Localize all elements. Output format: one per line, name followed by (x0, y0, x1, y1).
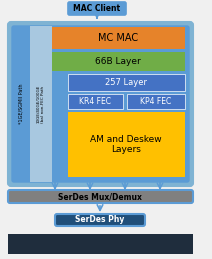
Text: 10GE/40GE/100GE
(ba) non-FEC Path: 10GE/40GE/100GE (ba) non-FEC Path (37, 85, 45, 123)
Text: SerDes Mux/Demux: SerDes Mux/Demux (58, 192, 142, 201)
FancyBboxPatch shape (12, 26, 30, 182)
Text: AM and Deskew
Layers: AM and Deskew Layers (90, 135, 162, 154)
FancyBboxPatch shape (8, 22, 193, 186)
Text: *1GE/SGMII Path: *1GE/SGMII Path (18, 84, 24, 124)
Text: KP4 FEC: KP4 FEC (140, 97, 172, 106)
FancyBboxPatch shape (68, 112, 185, 177)
Text: 66B Layer: 66B Layer (95, 57, 141, 66)
Text: SerDes Phy: SerDes Phy (75, 215, 125, 225)
Text: KR4 FEC: KR4 FEC (79, 97, 111, 106)
FancyBboxPatch shape (12, 26, 189, 182)
FancyBboxPatch shape (8, 234, 193, 254)
FancyBboxPatch shape (30, 26, 52, 182)
FancyBboxPatch shape (127, 94, 185, 109)
FancyBboxPatch shape (8, 190, 193, 203)
FancyBboxPatch shape (55, 214, 145, 226)
FancyBboxPatch shape (68, 94, 123, 109)
Text: MAC Client: MAC Client (73, 4, 121, 13)
FancyBboxPatch shape (52, 27, 185, 49)
Text: 257 Layer: 257 Layer (105, 78, 147, 87)
FancyBboxPatch shape (68, 74, 185, 91)
FancyBboxPatch shape (68, 2, 126, 15)
Text: MC MAC: MC MAC (98, 33, 138, 43)
FancyBboxPatch shape (52, 52, 185, 71)
